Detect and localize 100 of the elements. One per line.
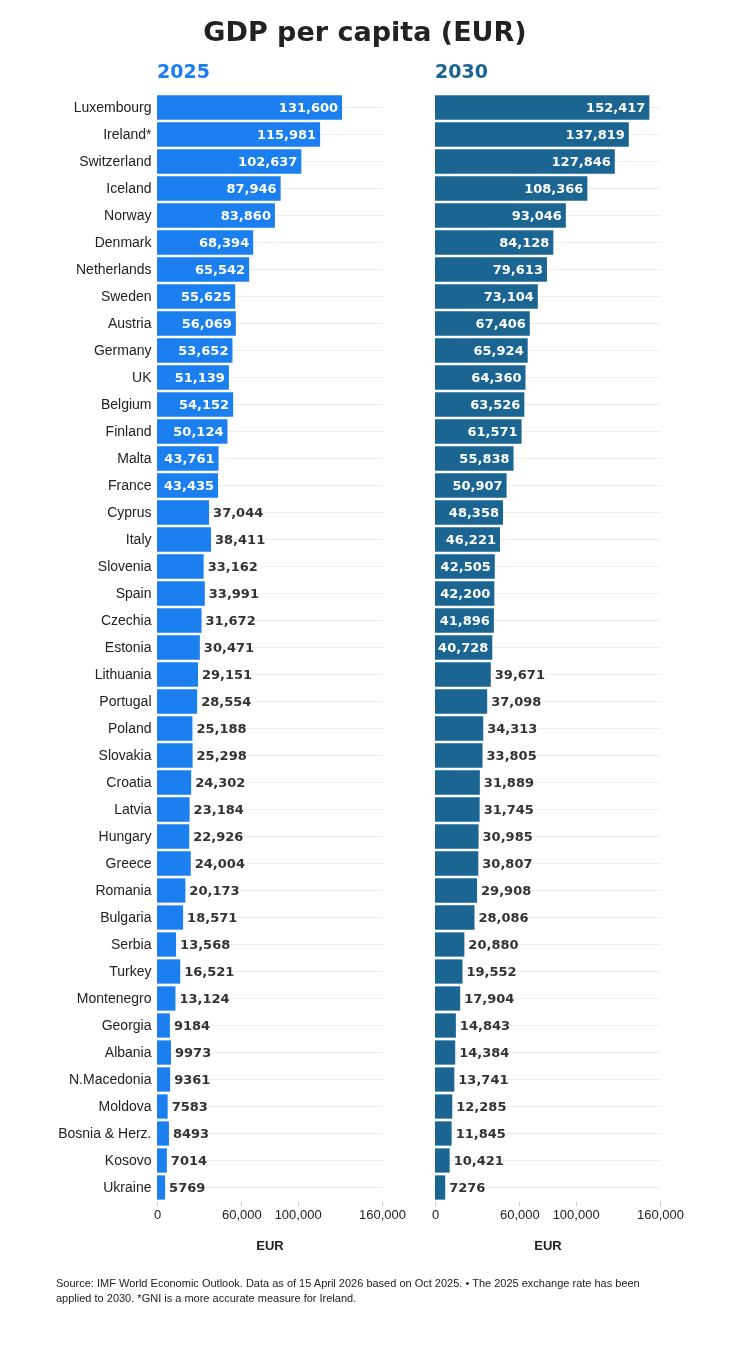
bar bbox=[435, 338, 528, 363]
x-tick-label: 60,000 bbox=[221, 1206, 262, 1222]
y-tick-label: Croatia bbox=[106, 773, 152, 790]
y-tick-label: Belgium bbox=[100, 395, 152, 412]
bar bbox=[157, 527, 212, 552]
y-tick-label: Bulgaria bbox=[100, 908, 152, 925]
bar bbox=[435, 689, 488, 714]
bar bbox=[435, 905, 475, 930]
data-label: 33,162 bbox=[207, 558, 258, 574]
bar bbox=[435, 365, 526, 390]
y-tick-label: Bosnia & Herz. bbox=[58, 1124, 152, 1141]
bar bbox=[435, 878, 478, 903]
data-label: 9361 bbox=[174, 1071, 211, 1087]
y-tick-label: Ukraine bbox=[103, 1178, 152, 1195]
bar bbox=[157, 743, 193, 768]
bar bbox=[157, 1013, 170, 1038]
bar bbox=[435, 716, 484, 741]
data-label: 22,926 bbox=[193, 828, 244, 844]
bar bbox=[157, 635, 200, 660]
data-label: 24,302 bbox=[195, 774, 246, 790]
data-label: 29,151 bbox=[201, 666, 253, 682]
x-axis-title: EUR bbox=[534, 1237, 563, 1253]
data-label: 127,846 bbox=[551, 153, 611, 169]
x-tick-label: 100,000 bbox=[552, 1206, 600, 1222]
y-tick-label: Serbia bbox=[111, 935, 152, 952]
data-label: 33,805 bbox=[486, 747, 537, 763]
bar bbox=[435, 176, 588, 201]
data-label: 61,571 bbox=[467, 423, 518, 439]
bar bbox=[435, 1094, 453, 1119]
bar bbox=[435, 1013, 456, 1038]
x-tick-label: 100,000 bbox=[274, 1206, 322, 1222]
bar bbox=[157, 257, 250, 282]
data-label: 7014 bbox=[170, 1152, 208, 1168]
data-label: 25,298 bbox=[196, 747, 247, 763]
bar bbox=[157, 851, 191, 876]
y-tick-label: Albania bbox=[104, 1043, 152, 1060]
data-label: 10,421 bbox=[453, 1152, 504, 1168]
data-label: 54,152 bbox=[178, 396, 230, 412]
x-axis-title: EUR bbox=[256, 1237, 285, 1253]
data-label: 41,896 bbox=[439, 612, 490, 628]
y-tick-label: Sweden bbox=[100, 287, 152, 304]
data-label: 93,046 bbox=[511, 207, 562, 223]
y-tick-label: France bbox=[107, 476, 152, 493]
data-label: 5769 bbox=[169, 1179, 206, 1195]
y-tick-label: Latvia bbox=[114, 800, 152, 817]
data-label: 16,521 bbox=[184, 963, 235, 979]
bar bbox=[157, 824, 190, 849]
x-tick-label: 0 bbox=[431, 1206, 440, 1222]
data-label: 13,568 bbox=[180, 936, 231, 952]
data-label: 20,880 bbox=[468, 936, 519, 952]
bar bbox=[157, 1175, 166, 1200]
y-tick-label: Spain bbox=[115, 584, 152, 601]
bar bbox=[435, 311, 530, 336]
data-label: 56,069 bbox=[181, 315, 232, 331]
data-label: 31,889 bbox=[483, 774, 535, 790]
bar bbox=[435, 1148, 450, 1173]
bar bbox=[435, 230, 554, 255]
bar bbox=[435, 419, 522, 444]
data-label: 14,843 bbox=[459, 1017, 511, 1033]
bar bbox=[157, 932, 177, 957]
data-label: 102,637 bbox=[238, 153, 298, 169]
data-label: 64,360 bbox=[471, 369, 522, 385]
y-tick-label: Montenegro bbox=[76, 989, 152, 1006]
data-label: 20,173 bbox=[189, 882, 240, 898]
data-label: 37,098 bbox=[491, 693, 542, 709]
bar bbox=[435, 122, 629, 147]
chart-subtitle: 2030 bbox=[435, 60, 488, 82]
data-label: 7276 bbox=[449, 1179, 486, 1195]
data-label: 83,860 bbox=[220, 207, 271, 223]
y-tick-label: Slovenia bbox=[97, 557, 152, 574]
bar bbox=[157, 1148, 167, 1173]
bar bbox=[157, 1121, 169, 1146]
bar bbox=[157, 176, 281, 201]
data-label: 51,139 bbox=[174, 369, 225, 385]
data-label: 12,285 bbox=[456, 1098, 507, 1114]
y-tick-label: Moldova bbox=[98, 1097, 152, 1114]
data-label: 18,571 bbox=[187, 909, 238, 925]
bar bbox=[435, 1067, 455, 1092]
data-label: 65,542 bbox=[195, 261, 246, 277]
x-tick-label: 60,000 bbox=[499, 1206, 540, 1222]
data-label: 37,044 bbox=[213, 504, 264, 520]
bar bbox=[157, 716, 193, 741]
y-tick-label: Greece bbox=[105, 854, 152, 871]
bar bbox=[157, 959, 181, 984]
y-tick-label: Slovakia bbox=[98, 746, 152, 763]
data-label: 73,104 bbox=[483, 288, 534, 304]
bar bbox=[157, 689, 198, 714]
y-tick-label: Switzerland bbox=[79, 152, 152, 169]
bar bbox=[157, 554, 204, 579]
data-label: 33,991 bbox=[208, 585, 259, 601]
x-tick-label: 160,000 bbox=[637, 1206, 684, 1222]
y-tick-label: Austria bbox=[107, 314, 152, 331]
data-label: 42,200 bbox=[440, 585, 491, 601]
bar bbox=[435, 959, 463, 984]
bar bbox=[157, 608, 202, 633]
data-label: 38,411 bbox=[215, 531, 266, 547]
bar bbox=[435, 149, 615, 174]
data-label: 43,761 bbox=[164, 450, 215, 466]
bar bbox=[435, 1175, 446, 1200]
bar bbox=[157, 662, 198, 687]
